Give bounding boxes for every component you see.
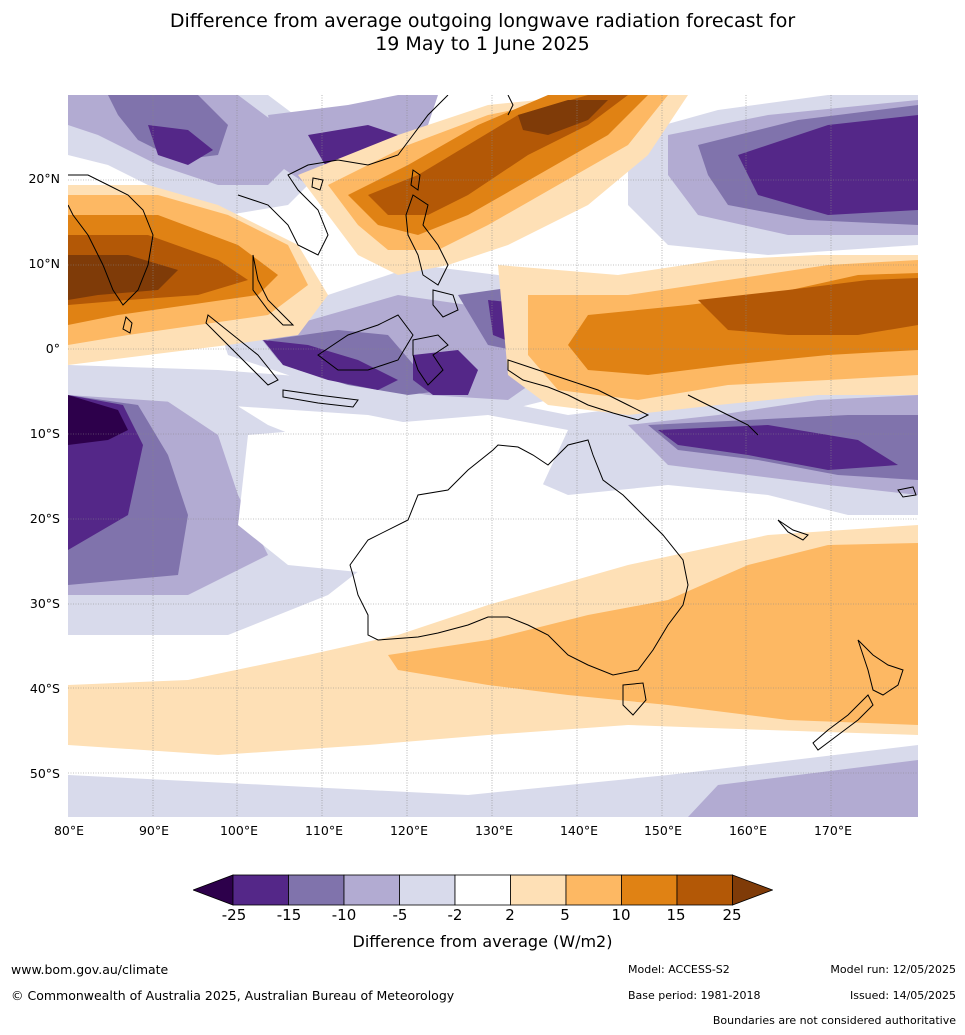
colorbar-tick-label: 2 (505, 906, 515, 924)
coast-indochina (237, 95, 449, 256)
shading-china-dark (308, 125, 398, 170)
colorbar (193, 874, 773, 906)
coast-sulawesi (412, 334, 449, 386)
coast-sumatra (205, 314, 279, 386)
coast-philippines (405, 194, 449, 286)
shading-spcz-deep (658, 425, 898, 470)
lat-label-20n: 20°N (28, 171, 60, 186)
colorbar-swatch (232, 874, 289, 906)
colorbar-swatch (510, 874, 567, 906)
coast-australia (349, 439, 689, 676)
anomaly-map (68, 95, 918, 817)
shading-bob-deepest (68, 255, 178, 300)
lat-label-30s: 30°S (29, 596, 60, 611)
footer-website: www.bom.gov.au/climate (11, 962, 169, 977)
coast-new-guinea (507, 359, 650, 421)
coast-taiwan (410, 169, 421, 191)
footer-model: Model: ACCESS-S2 (628, 963, 730, 976)
colorbar-tick-label: 5 (560, 906, 570, 924)
shading-far-south-purple-2 (688, 760, 918, 817)
colorbar-swatch (676, 874, 733, 906)
lon-label-110e: 110°E (304, 823, 343, 838)
colorbar-tick-label: -2 (447, 906, 463, 924)
colorbar-swatch (565, 874, 622, 906)
lat-label-20s: 20°S (29, 511, 60, 526)
footer-issued: Issued: 14/05/2025 (849, 989, 956, 1002)
lon-label-80e: 80°E (53, 823, 85, 838)
lon-label-170e: 170°E (813, 823, 852, 838)
coast-solomons (687, 394, 759, 436)
lat-label-10s: 10°S (29, 426, 60, 441)
lon-label-130e: 130°E (474, 823, 513, 838)
graticule (68, 95, 918, 817)
map-panel (68, 95, 918, 817)
coast-nz-north (857, 639, 904, 696)
lat-label-40s: 40°S (29, 681, 60, 696)
title-line-2: 19 May to 1 June 2025 (375, 33, 590, 55)
colorbar-label: Difference from average (W/m2) (352, 932, 613, 951)
shading-asia-deep (148, 125, 213, 165)
colorbar-extend-high (732, 874, 773, 906)
lon-label-100e: 100°E (219, 823, 258, 838)
shading-maritime-deep (263, 340, 398, 390)
lat-label-50s: 50°S (29, 766, 60, 781)
coast-new-caledonia (777, 519, 809, 541)
coast-fiji (897, 486, 917, 498)
lon-label-150e: 150°E (643, 823, 682, 838)
lon-label-120e: 120°E (389, 823, 428, 838)
coast-borneo (317, 314, 414, 371)
footer-copyright: © Commonwealth of Australia 2025, Austra… (11, 988, 455, 1003)
colorbar-tick-label: -5 (392, 906, 408, 924)
colorbar-swatch (288, 874, 345, 906)
coast-india (68, 174, 154, 306)
colorbar-swatch (399, 874, 456, 906)
colorbar-tick-label: 25 (722, 906, 742, 924)
colorbar-extend-low (193, 874, 234, 906)
shading-scs-deepest (518, 100, 608, 135)
colorbar-swatch (454, 874, 511, 906)
coast-hainan (311, 177, 324, 191)
coast-japan (507, 95, 514, 116)
footer-model-run: Model run: 12/05/2025 (830, 963, 956, 976)
shading-npac-deep (738, 115, 918, 215)
shading-eqpac-deeper (698, 278, 918, 335)
coast-sri-lanka (122, 316, 133, 334)
coast-tasmania (622, 682, 647, 716)
footer-base-period: Base period: 1981-2018 (628, 989, 761, 1002)
coast-nz-south (812, 694, 874, 751)
lon-label-140e: 140°E (559, 823, 598, 838)
colorbar-swatch (343, 874, 400, 906)
colorbar-swatch (621, 874, 678, 906)
colorbar-tick-label: 10 (611, 906, 631, 924)
shading-aus-light-orange (238, 415, 568, 575)
lat-label-0: 0° (45, 341, 60, 356)
colorbar-tick-label: -25 (221, 906, 247, 924)
coast-malay (252, 254, 295, 326)
lon-label-90e: 90°E (138, 823, 170, 838)
coast-mindanao (432, 289, 459, 318)
footer-disclaimer: Boundaries are not considered authoritat… (712, 1014, 956, 1027)
lon-label-160e: 160°E (728, 823, 767, 838)
title-line-1: Difference from average outgoing longwav… (169, 10, 796, 32)
map-title: Difference from average outgoing longwav… (0, 10, 965, 56)
colorbar-tick-label: -10 (331, 906, 357, 924)
shading-west-purple-5 (68, 395, 128, 445)
coast-java (282, 389, 359, 408)
colorbar-tick-label: 15 (666, 906, 686, 924)
lat-label-10n: 10°N (28, 256, 60, 271)
shading-southeast-orange (388, 543, 918, 725)
coastlines (68, 95, 917, 751)
colorbar-tick-label: -15 (276, 906, 302, 924)
